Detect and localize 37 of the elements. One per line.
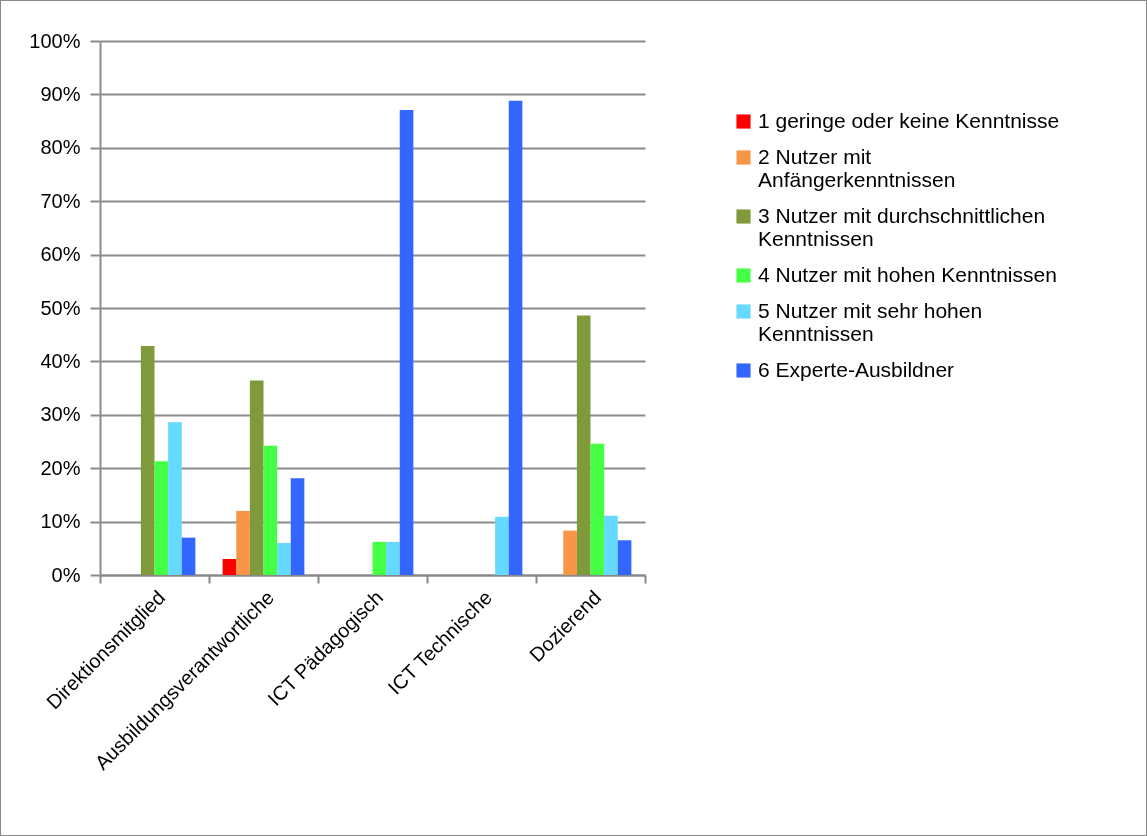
y-tick-label: 90% [40, 82, 81, 105]
y-tick-label: 0% [51, 563, 81, 586]
bar [277, 542, 291, 575]
y-tick-label: 10% [40, 510, 81, 533]
y-tick-label: 60% [40, 243, 81, 266]
legend-label: 5 Nutzer mit sehr hohen Kenntnissen [758, 298, 983, 345]
bar [168, 422, 182, 575]
bar [181, 537, 196, 575]
y-tick-label: 100% [29, 29, 81, 52]
bar [290, 478, 305, 575]
legend-label: 6 Experte-Ausbildner [758, 357, 955, 381]
bar [249, 380, 264, 575]
legend-label: 1 geringe oder keine Kenntnisse [758, 108, 1060, 132]
bar [222, 558, 237, 575]
bar [590, 443, 605, 575]
y-tick-label: 70% [40, 189, 81, 212]
y-tick-label: 40% [40, 349, 81, 372]
y-tick-label: 80% [40, 136, 81, 159]
bar [372, 541, 387, 575]
bar [508, 100, 523, 575]
bar [563, 530, 577, 575]
y-tick-label: 20% [40, 456, 81, 479]
y-tick-label: 50% [40, 296, 81, 319]
y-tick-label: 30% [40, 403, 81, 426]
bar [399, 109, 414, 575]
bar [140, 345, 155, 575]
bar [617, 540, 632, 575]
bar [263, 445, 278, 575]
bar [236, 510, 250, 575]
bar [154, 461, 169, 575]
legend-label: 3 Nutzer mit durchschnittlichen Kenntnissen [758, 203, 1046, 250]
bar [576, 315, 591, 575]
bar [386, 541, 400, 575]
bar [495, 516, 509, 575]
legend-label: 2 Nutzer mit Anfängerkenntnissen [758, 144, 956, 191]
bar [604, 515, 618, 575]
legend-label: 4 Nutzer mit hohen Kenntnissen [758, 262, 1057, 286]
